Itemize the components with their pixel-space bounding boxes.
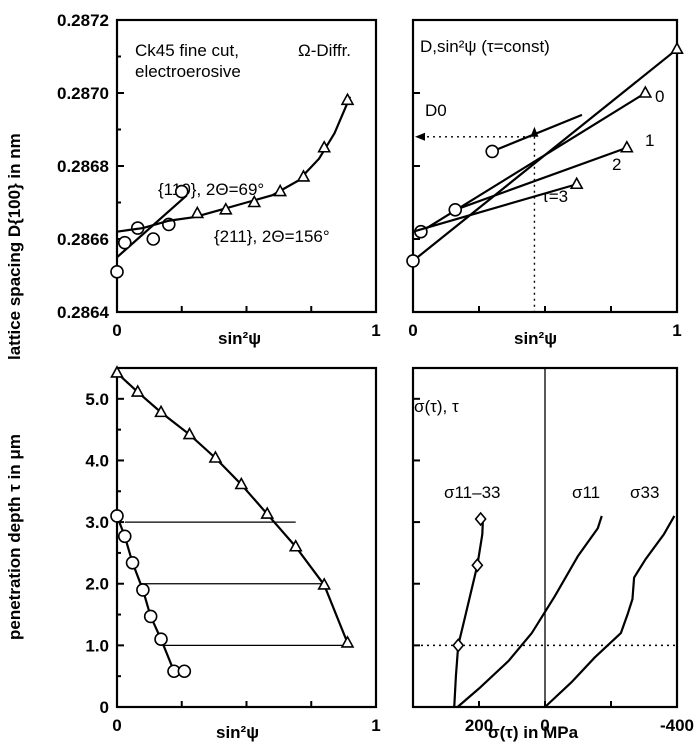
bl-ytick-label: 1.0	[85, 636, 109, 655]
tr-d0: D0	[425, 101, 447, 120]
bl-xlabel: sin²ψ	[216, 723, 259, 742]
tr-xlabel: sin²ψ	[514, 329, 557, 348]
br-label-s1133: σ11–33	[444, 483, 501, 502]
tr-label-1: 1	[645, 131, 654, 150]
annot-211: {211}, 2Θ=156°	[214, 227, 330, 246]
bl-point-triangle	[288, 539, 303, 552]
br-xtick-label: 200	[465, 716, 493, 735]
tl-point-triangle	[190, 205, 205, 219]
bl-point-triangle	[234, 476, 249, 490]
tr-series-line	[491, 113, 583, 153]
bl-point-triangle	[317, 577, 332, 590]
bl-ytick-label: 2.0	[85, 575, 109, 594]
tl-point-triangle	[247, 194, 262, 208]
tr-xtick-label: 1	[672, 321, 681, 340]
tl-xtick-label: 1	[371, 321, 380, 340]
tl-ytick-label: 0.2866	[57, 230, 109, 249]
bl-point-circle	[143, 609, 158, 624]
tr-point-triangle	[569, 176, 584, 190]
bl-point-triangle	[260, 506, 275, 519]
tl-ytick-label: 0.2870	[57, 84, 109, 103]
tl-point-triangle	[340, 92, 355, 106]
br-label-s33: σ33	[630, 483, 659, 502]
bl-xtick-label: 0	[112, 716, 121, 735]
br-title: σ(τ), τ	[414, 397, 459, 416]
tr-axes-frame	[411, 18, 679, 314]
tr-xtick-label: 0	[408, 321, 417, 340]
bl-ytick-label: 4.0	[85, 451, 109, 470]
tr-point-circle	[485, 144, 500, 159]
tr-point-triangle	[638, 85, 653, 98]
bl-point-circle	[110, 509, 124, 523]
tl-point-triangle	[273, 183, 288, 197]
bl-point-circle	[136, 583, 150, 597]
tr-point-triangle	[670, 41, 684, 55]
bl-point-triangle	[130, 384, 145, 397]
br-point-diamond	[474, 511, 487, 527]
tl-fit-line	[116, 96, 352, 233]
tl-ytick-label: 0.2864	[57, 303, 110, 322]
tl-point-circle	[174, 184, 189, 199]
br-label-s11: σ11	[572, 483, 600, 502]
bl-point-circle	[177, 664, 192, 679]
tl-point-circle	[117, 235, 132, 250]
tl-point-circle	[146, 232, 161, 246]
br-series-line	[544, 515, 676, 708]
tr-series-line	[454, 146, 628, 211]
bl-point-triangle	[154, 404, 168, 418]
tr-label-2: 2	[612, 155, 621, 174]
br-point-diamond	[452, 638, 465, 653]
tr-point-circle	[406, 254, 420, 268]
br-xlabel: σ(τ) in MPa	[488, 723, 579, 742]
bottom-ylabel: penetration depth τ in μm	[5, 434, 24, 640]
tl-ytick-label: 0.2872	[57, 11, 109, 30]
tl-point-circle	[110, 265, 124, 279]
bl-ytick-label: 3.0	[85, 513, 109, 532]
tr-point-circle	[448, 203, 463, 217]
tr-title: D,sin²ψ (τ=const)	[420, 37, 550, 56]
bl-ytick-label: 0	[100, 698, 109, 717]
br-xtick-label: -400	[660, 716, 694, 735]
tl-point-triangle	[296, 169, 311, 182]
top-ylabel: lattice spacing D{100} in nm	[5, 133, 24, 360]
br-xtick-label: 0	[540, 716, 549, 735]
annot-material-2: electroerosive	[135, 62, 241, 81]
annot-omega: Ω-Diffr.	[298, 41, 351, 60]
bl-point-triangle	[110, 365, 124, 378]
tl-xtick-label: 0	[112, 321, 121, 340]
tl-ytick-label: 0.2868	[57, 157, 109, 176]
bl-xtick-label: 1	[371, 716, 380, 735]
bl-point-circle	[154, 632, 168, 647]
bl-ytick-label: 5.0	[85, 390, 109, 409]
tl-point-triangle	[218, 202, 233, 215]
br-series-line	[456, 515, 603, 708]
tr-d0-arrow	[415, 132, 425, 141]
annot-material-1: Ck45 fine cut,	[135, 41, 239, 60]
tl-xlabel: sin²ψ	[218, 329, 261, 348]
bl-point-circle	[117, 529, 132, 544]
bl-point-triangle	[208, 450, 223, 463]
br-point-diamond	[471, 557, 484, 573]
tl-point-triangle	[317, 140, 332, 153]
bl-axes-frame	[115, 366, 378, 709]
br-series-line	[453, 516, 485, 708]
tr-label-0: 0	[655, 87, 664, 106]
bl-series-line	[116, 372, 349, 644]
bl-point-circle	[125, 555, 140, 570]
bl-point-triangle	[182, 426, 197, 440]
tr-point-triangle	[619, 140, 634, 153]
tr-series-line	[412, 183, 577, 233]
annot-110: {110}, 2Θ=69°	[158, 180, 264, 199]
bl-point-triangle	[340, 635, 355, 648]
